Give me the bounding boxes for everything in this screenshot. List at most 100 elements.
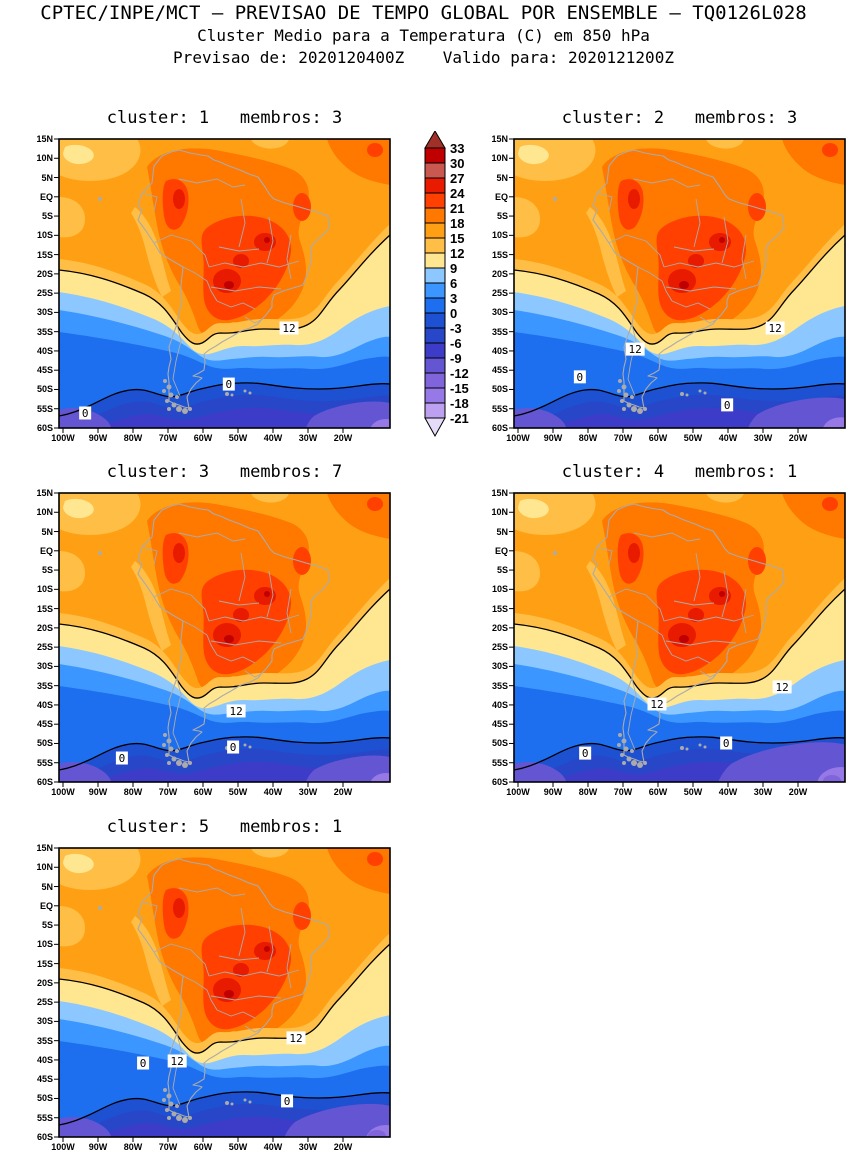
contour-label: 12: [772, 680, 792, 694]
lat-tick-label: 15N: [491, 134, 508, 144]
lon-tick-label: 90W: [88, 433, 108, 443]
figure-subtitle: Previsao de: 2020120400Z Valido para: 20…: [173, 48, 674, 67]
lat-tick-label: 15N: [491, 488, 508, 498]
lon-tick-label: 100W: [51, 787, 75, 797]
lon-tick-label: 100W: [51, 433, 75, 443]
lon-tick-label: 70W: [158, 787, 178, 797]
panel-title: cluster: 1 membros: 3: [106, 108, 343, 128]
lon-tick-label: 60W: [193, 787, 213, 797]
colorbar-tick-label: 30: [450, 156, 464, 171]
colorbar-tick-label: 3: [450, 291, 457, 306]
lat-tick-label: 15S: [491, 249, 508, 260]
lon-tick-label: 80W: [123, 1142, 143, 1152]
lat-tick-label: 10S: [36, 230, 53, 241]
lon-tick-label: 50W: [228, 1142, 248, 1152]
panel-title: cluster: 2 membros: 3: [561, 108, 798, 128]
lon-tick-label: 60W: [193, 433, 213, 443]
lat-tick-label: EQ: [39, 900, 53, 911]
svg-text:0: 0: [577, 371, 584, 384]
map-plot-cluster-5: 12 12 0 0: [54, 847, 391, 1142]
lon-tick-label: 80W: [123, 433, 143, 443]
lat-tick-label: 5N: [41, 526, 53, 537]
lat-tick-label: 25S: [491, 642, 508, 653]
lon-tick-label: 90W: [543, 433, 563, 443]
colorbar-tick-label: 12: [450, 246, 464, 261]
lat-tick-label: 15S: [491, 603, 508, 614]
lat-tick-label: 20S: [36, 622, 53, 633]
lon-tick-label: 90W: [543, 787, 563, 797]
svg-text:12: 12: [769, 322, 782, 335]
colorbar-tick-label: -3: [450, 321, 462, 336]
lat-tick-label: 30S: [36, 307, 53, 318]
lat-tick-label: 10S: [491, 584, 508, 595]
lat-tick-label: EQ: [494, 191, 508, 202]
lat-tick-label: 45S: [491, 719, 508, 730]
lat-tick-label: 45S: [36, 719, 53, 730]
lon-tick-label: 30W: [753, 787, 773, 797]
figure-suptitle: CPTEC/INPE/MCT — PREVISAO DE TEMPO GLOBA…: [40, 2, 807, 24]
lat-tick-label: EQ: [39, 191, 53, 202]
lon-tick-label: 60W: [648, 787, 668, 797]
lat-tick-label: 50S: [36, 384, 53, 395]
svg-text:0: 0: [724, 399, 731, 412]
contour-label: 12: [279, 321, 299, 335]
contour-label: 0: [137, 1056, 150, 1070]
svg-text:12: 12: [289, 1032, 302, 1045]
lat-tick-label: 15S: [36, 603, 53, 614]
colorbar: 33 30 27 24 21 18 15 12 9 6 3 0 -3 -6 -9 -12 -15 -18 -21: [424, 131, 494, 439]
lat-tick-label: 5N: [496, 526, 508, 537]
lat-tick-label: 5N: [41, 881, 53, 892]
colorbar-tick-label: 21: [450, 201, 464, 216]
colorbar-tick-label: 33: [450, 141, 464, 156]
svg-text:0: 0: [82, 407, 89, 420]
colorbar-tick-label: 6: [450, 276, 457, 291]
lat-tick-label: 40S: [491, 345, 508, 356]
lon-tick-label: 30W: [753, 433, 773, 443]
lat-tick-label: 60S: [36, 423, 53, 433]
lon-tick-label: 40W: [263, 1142, 283, 1152]
lat-tick-label: 10S: [491, 230, 508, 241]
lat-tick-label: 60S: [491, 777, 508, 787]
lat-tick-label: 10S: [36, 939, 53, 950]
panel-title: cluster: 3 membros: 7: [106, 462, 343, 482]
lat-tick-label: 35S: [491, 326, 508, 337]
lon-tick-label: 20W: [788, 787, 808, 797]
lat-tick-label: 25S: [36, 997, 53, 1008]
contour-label: 0: [79, 406, 92, 420]
lat-tick-label: 15N: [36, 134, 53, 144]
svg-text:12: 12: [229, 705, 242, 718]
lat-tick-label: EQ: [494, 545, 508, 556]
lat-tick-label: 35S: [36, 1035, 53, 1046]
lat-tick-label: 20S: [36, 977, 53, 988]
lat-tick-label: 15N: [36, 843, 53, 853]
map-plot-cluster-2: 12 12 0 0: [509, 138, 846, 433]
lon-tick-label: 40W: [718, 433, 738, 443]
colorbar-tick-label: 15: [450, 231, 464, 246]
contour-label: 12: [167, 1054, 187, 1068]
lat-tick-label: 50S: [36, 738, 53, 749]
lat-tick-label: 5S: [41, 565, 53, 576]
contour-label: 12: [647, 697, 667, 711]
lon-tick-label: 60W: [648, 433, 668, 443]
contour-label: 0: [115, 751, 128, 765]
lon-tick-label: 30W: [298, 787, 318, 797]
lat-tick-label: 5S: [41, 920, 53, 931]
lat-tick-label: 60S: [36, 777, 53, 787]
lon-tick-label: 90W: [88, 1142, 108, 1152]
lat-tick-label: 15S: [36, 249, 53, 260]
lat-tick-label: 25S: [36, 288, 53, 299]
lon-tick-label: 80W: [123, 787, 143, 797]
colorbar-tick-label: 0: [450, 306, 457, 321]
svg-text:12: 12: [282, 322, 295, 335]
colorbar-tick-label: -9: [450, 351, 462, 366]
lon-tick-label: 40W: [263, 433, 283, 443]
lon-tick-label: 100W: [506, 787, 530, 797]
lat-tick-label: 45S: [491, 365, 508, 376]
lat-tick-label: 5N: [41, 172, 53, 183]
lon-tick-label: 80W: [578, 787, 598, 797]
lat-tick-label: 55S: [36, 403, 53, 414]
lon-tick-label: 50W: [228, 433, 248, 443]
lat-tick-label: EQ: [39, 545, 53, 556]
lon-tick-label: 70W: [158, 433, 178, 443]
